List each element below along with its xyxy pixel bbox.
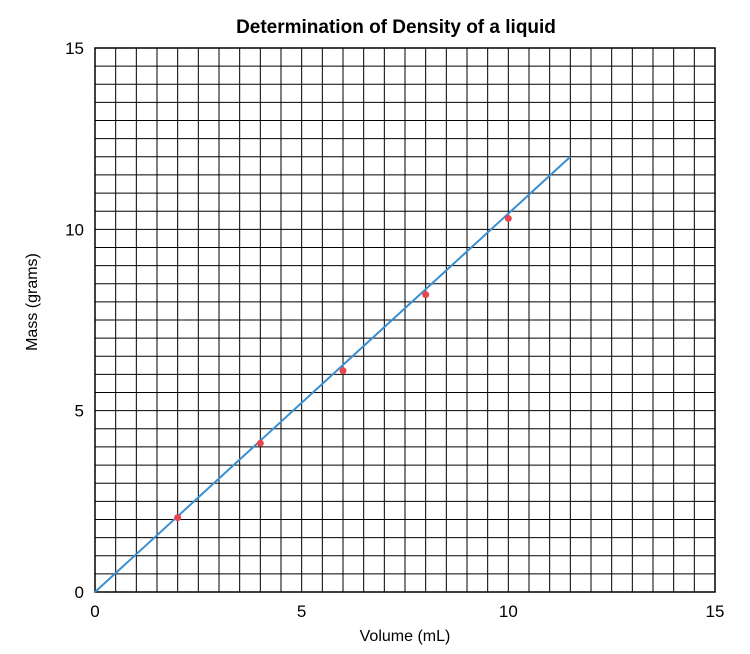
y-tick-label: 15	[65, 39, 84, 58]
x-tick-label: 15	[706, 602, 725, 621]
y-tick-label: 5	[75, 402, 84, 421]
data-points	[174, 214, 512, 522]
x-tick-label: 5	[297, 602, 306, 621]
y-tick-label: 0	[75, 583, 84, 602]
y-axis-label: Mass (grams)	[24, 253, 41, 351]
data-point	[422, 291, 430, 299]
x-axis-label: Volume (mL)	[360, 628, 451, 645]
fit-line-layer	[94, 156, 572, 593]
plot-border	[94, 47, 716, 593]
y-tick-label: 10	[65, 220, 84, 239]
data-point	[504, 214, 512, 222]
x-tick-label: 10	[499, 602, 518, 621]
grid	[94, 47, 716, 593]
tick-labels: 0 5 10 15 0 5 10 15	[65, 39, 724, 621]
data-point	[256, 439, 264, 447]
x-tick-label: 0	[90, 602, 99, 621]
data-point	[174, 514, 182, 522]
best-fit-line	[94, 156, 572, 593]
data-point	[339, 367, 347, 375]
chart-title: Determination of Density of a liquid	[236, 17, 556, 38]
